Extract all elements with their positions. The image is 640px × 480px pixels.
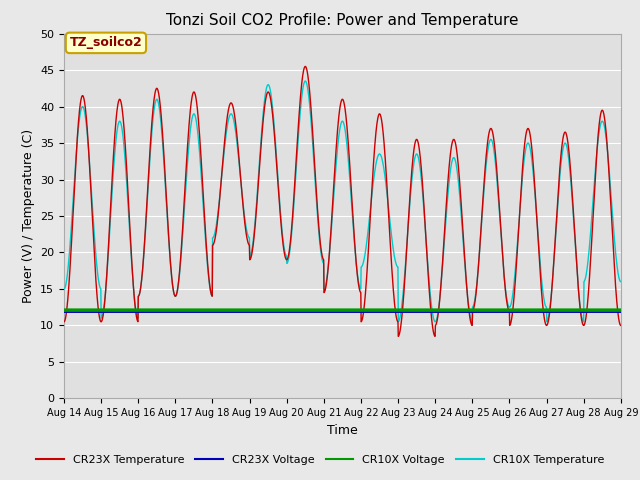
- Title: Tonzi Soil CO2 Profile: Power and Temperature: Tonzi Soil CO2 Profile: Power and Temper…: [166, 13, 518, 28]
- Y-axis label: Power (V) / Temperature (C): Power (V) / Temperature (C): [22, 129, 35, 303]
- X-axis label: Time: Time: [327, 424, 358, 437]
- Text: TZ_soilco2: TZ_soilco2: [70, 36, 142, 49]
- Legend: CR23X Temperature, CR23X Voltage, CR10X Voltage, CR10X Temperature: CR23X Temperature, CR23X Voltage, CR10X …: [31, 451, 609, 469]
